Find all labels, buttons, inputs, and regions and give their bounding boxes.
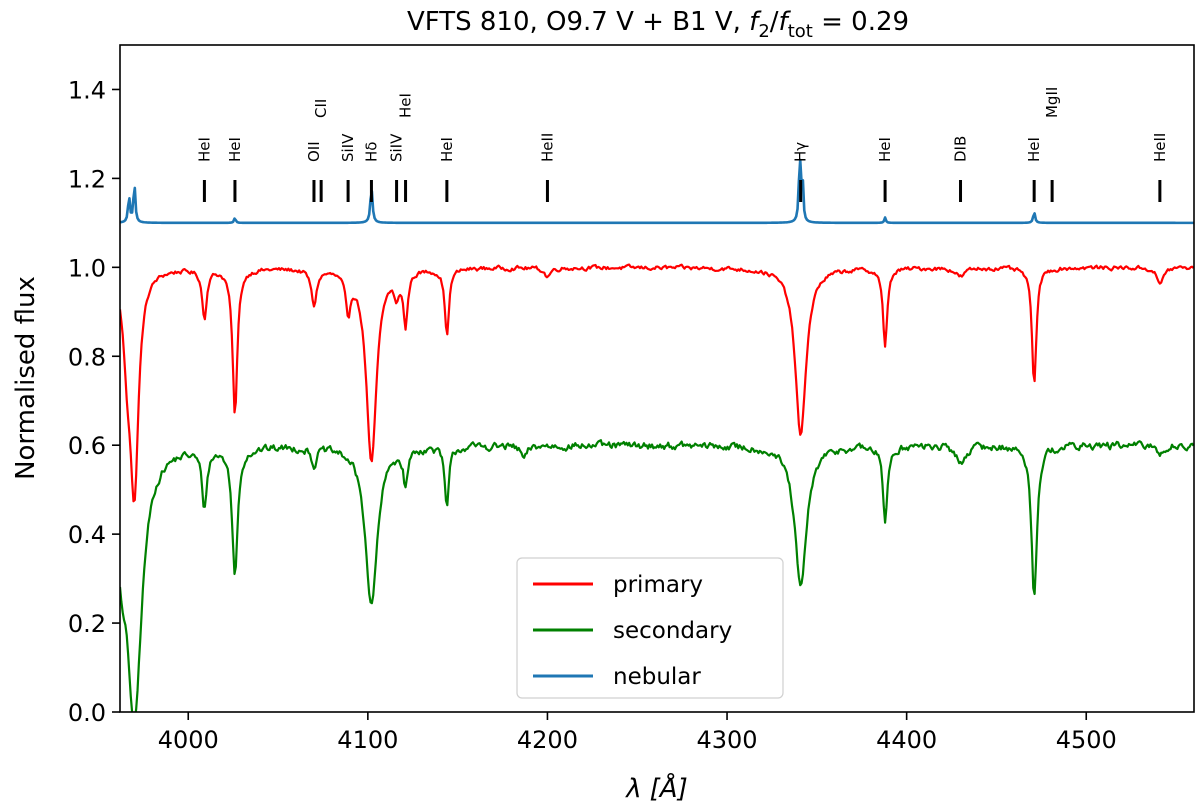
x-axis: 4000 4100 4200 4300 4400 4500	[158, 712, 1117, 754]
series-primary-line	[120, 263, 1194, 503]
line-id-label-11: HeI	[876, 137, 894, 162]
legend-label-primary: primary	[613, 572, 703, 598]
line-id-label-4: SiIV	[339, 133, 357, 162]
line-id-label-15: HeII	[1151, 133, 1169, 162]
x-tick-label-1: 4100	[337, 726, 398, 754]
legend: primary secondary nebular	[516, 557, 784, 699]
x-tick-label-3: 4300	[697, 726, 758, 754]
y-axis-label: Normalised flux	[11, 276, 41, 480]
line-id-label-2: OII	[305, 141, 323, 162]
title-suffix: = 0.29	[813, 7, 909, 37]
y-tick-label-5: 1.0	[68, 254, 106, 282]
plot-frame	[119, 44, 1195, 713]
line-id-label-14: MgII	[1043, 87, 1061, 118]
line-id-label-13: HeI	[1025, 137, 1043, 162]
x-tick-label-0: 4000	[158, 726, 219, 754]
line-id-label-12: DIB	[952, 136, 970, 162]
title-ftot-sub: tot	[788, 21, 813, 42]
title-prefix: VFTS 810, O9.7 V + B1 V,	[407, 7, 749, 37]
y-tick-label-6: 1.2	[68, 165, 106, 193]
x-tick-label-5: 4500	[1056, 726, 1117, 754]
legend-label-secondary: secondary	[613, 618, 732, 644]
line-id-label-1: HeI	[226, 137, 244, 162]
y-tick-label-7: 1.4	[68, 76, 106, 104]
title-f2-sub: 2	[758, 21, 769, 42]
line-id-label-6: SiIV	[388, 133, 406, 162]
y-tick-label-1: 0.2	[68, 610, 106, 638]
x-axis-label: λ [Å]	[624, 772, 687, 804]
x-axis-label-unit: [Å]	[650, 772, 688, 804]
y-axis: 0.0 0.2 0.4 0.6 0.8 1.0 1.2 1.4	[68, 76, 120, 727]
y-tick-label-0: 0.0	[68, 699, 106, 727]
line-id-label-8: HeI	[438, 137, 456, 162]
title-slash: /	[770, 7, 779, 37]
legend-label-nebular: nebular	[613, 664, 701, 690]
line-id-label-7: HeI	[397, 93, 415, 118]
x-tick-label-2: 4200	[517, 726, 578, 754]
y-tick-label-4: 0.8	[68, 343, 106, 371]
y-tick-label-2: 0.4	[68, 521, 106, 549]
x-tick-label-4: 4400	[876, 726, 937, 754]
series-layer	[120, 158, 1194, 712]
line-id-label-10: Hγ	[792, 142, 810, 162]
y-tick-label-3: 0.6	[68, 432, 106, 460]
series-nebular-line	[120, 158, 1194, 225]
x-axis-label-lambda: λ	[624, 774, 641, 804]
line-id-label-9: HeII	[538, 133, 556, 162]
legend-box	[516, 557, 784, 699]
series-secondary-line	[120, 439, 1194, 712]
line-id-label-0: HeI	[195, 137, 213, 162]
line-id-label-3: CII	[312, 99, 330, 118]
line-id-label-5: Hδ	[362, 142, 380, 162]
chart-title: VFTS 810, O9.7 V + B1 V, f2/ftot = 0.29	[407, 7, 909, 42]
line-id-layer: HeI HeI OII CII SiIV Hδ SiIV HeI HeI HeII Hγ HeI DIB…	[195, 87, 1169, 202]
